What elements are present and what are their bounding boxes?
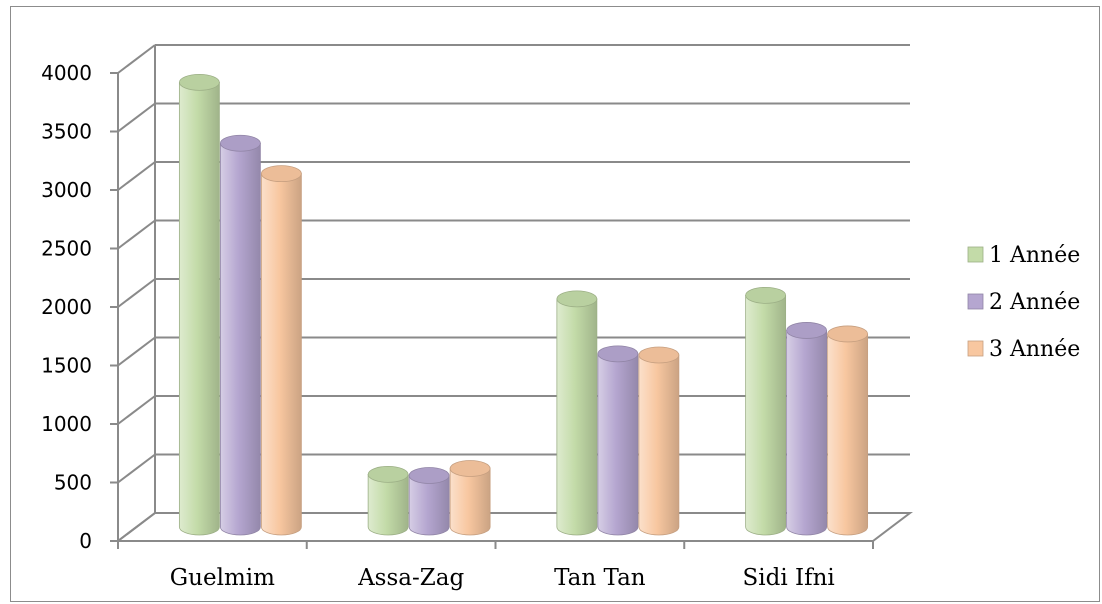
bar xyxy=(787,322,827,535)
x-category-label: Sidi Ifni xyxy=(742,565,834,591)
bar-top xyxy=(220,135,260,151)
bar xyxy=(220,135,260,535)
bar xyxy=(557,291,597,535)
legend-label: 2 Année xyxy=(989,290,1080,315)
y-tick-label: 3000 xyxy=(41,178,92,202)
bar-body xyxy=(557,299,597,535)
bar-body xyxy=(450,469,490,536)
bar-body xyxy=(409,476,449,535)
bar-top xyxy=(450,461,490,477)
y-tick-label: 2500 xyxy=(41,237,92,261)
bar-top xyxy=(179,74,219,90)
gridline-diagonal xyxy=(118,162,155,190)
bar-top xyxy=(639,347,679,363)
x-category-label: Tan Tan xyxy=(554,565,646,591)
bar xyxy=(179,74,219,535)
bar-body xyxy=(746,295,786,535)
bar xyxy=(450,461,490,536)
bar xyxy=(828,326,868,535)
bar-body xyxy=(639,355,679,535)
bar xyxy=(639,347,679,535)
bar xyxy=(746,287,786,535)
x-category-label: Assa-Zag xyxy=(357,565,464,591)
bar-body xyxy=(179,82,219,535)
bar-layer xyxy=(179,74,867,535)
bar-body xyxy=(368,474,408,535)
gridline-diagonal xyxy=(118,396,155,424)
bar-top xyxy=(261,166,301,182)
bar-top xyxy=(557,291,597,307)
y-tick-label: 4000 xyxy=(41,61,92,85)
bar xyxy=(409,468,449,535)
y-tick-label: 2000 xyxy=(41,295,92,319)
legend-label: 1 Année xyxy=(989,243,1080,268)
gridline-diagonal xyxy=(118,338,155,366)
gridline-diagonal xyxy=(118,45,155,73)
gridline-diagonal xyxy=(118,221,155,249)
bar xyxy=(368,466,408,535)
bar-top xyxy=(368,466,408,482)
bar xyxy=(261,166,301,535)
gridline-diagonal xyxy=(118,279,155,307)
bar xyxy=(598,346,638,535)
legend-item: 2 Année xyxy=(968,290,1080,315)
x-category-label: Guelmim xyxy=(170,565,275,591)
legend-swatch xyxy=(968,341,983,356)
legend-item: 1 Année xyxy=(968,243,1080,268)
bar-top xyxy=(409,468,449,484)
bar-top xyxy=(598,346,638,362)
legend-label: 3 Année xyxy=(989,337,1080,362)
bar-body xyxy=(220,143,260,535)
gridline-diagonal xyxy=(118,455,155,483)
legend-swatch xyxy=(968,294,983,309)
bar-top xyxy=(787,322,827,338)
gridline-diagonal xyxy=(118,104,155,132)
bar-top xyxy=(746,287,786,303)
legend: 1 Année 2 Année 3 Année xyxy=(968,243,1080,362)
bar-top xyxy=(828,326,868,342)
bar-body xyxy=(261,174,301,535)
y-tick-label: 1500 xyxy=(41,354,92,378)
y-tick-label: 500 xyxy=(54,471,92,495)
bar-body xyxy=(828,334,868,535)
y-tick-label: 1000 xyxy=(41,412,92,436)
bar-body xyxy=(787,330,827,535)
y-tick-label: 3500 xyxy=(41,120,92,144)
legend-swatch xyxy=(968,247,983,262)
bar-body xyxy=(598,354,638,535)
legend-item: 3 Année xyxy=(968,337,1080,362)
y-tick-label: 0 xyxy=(79,529,92,553)
